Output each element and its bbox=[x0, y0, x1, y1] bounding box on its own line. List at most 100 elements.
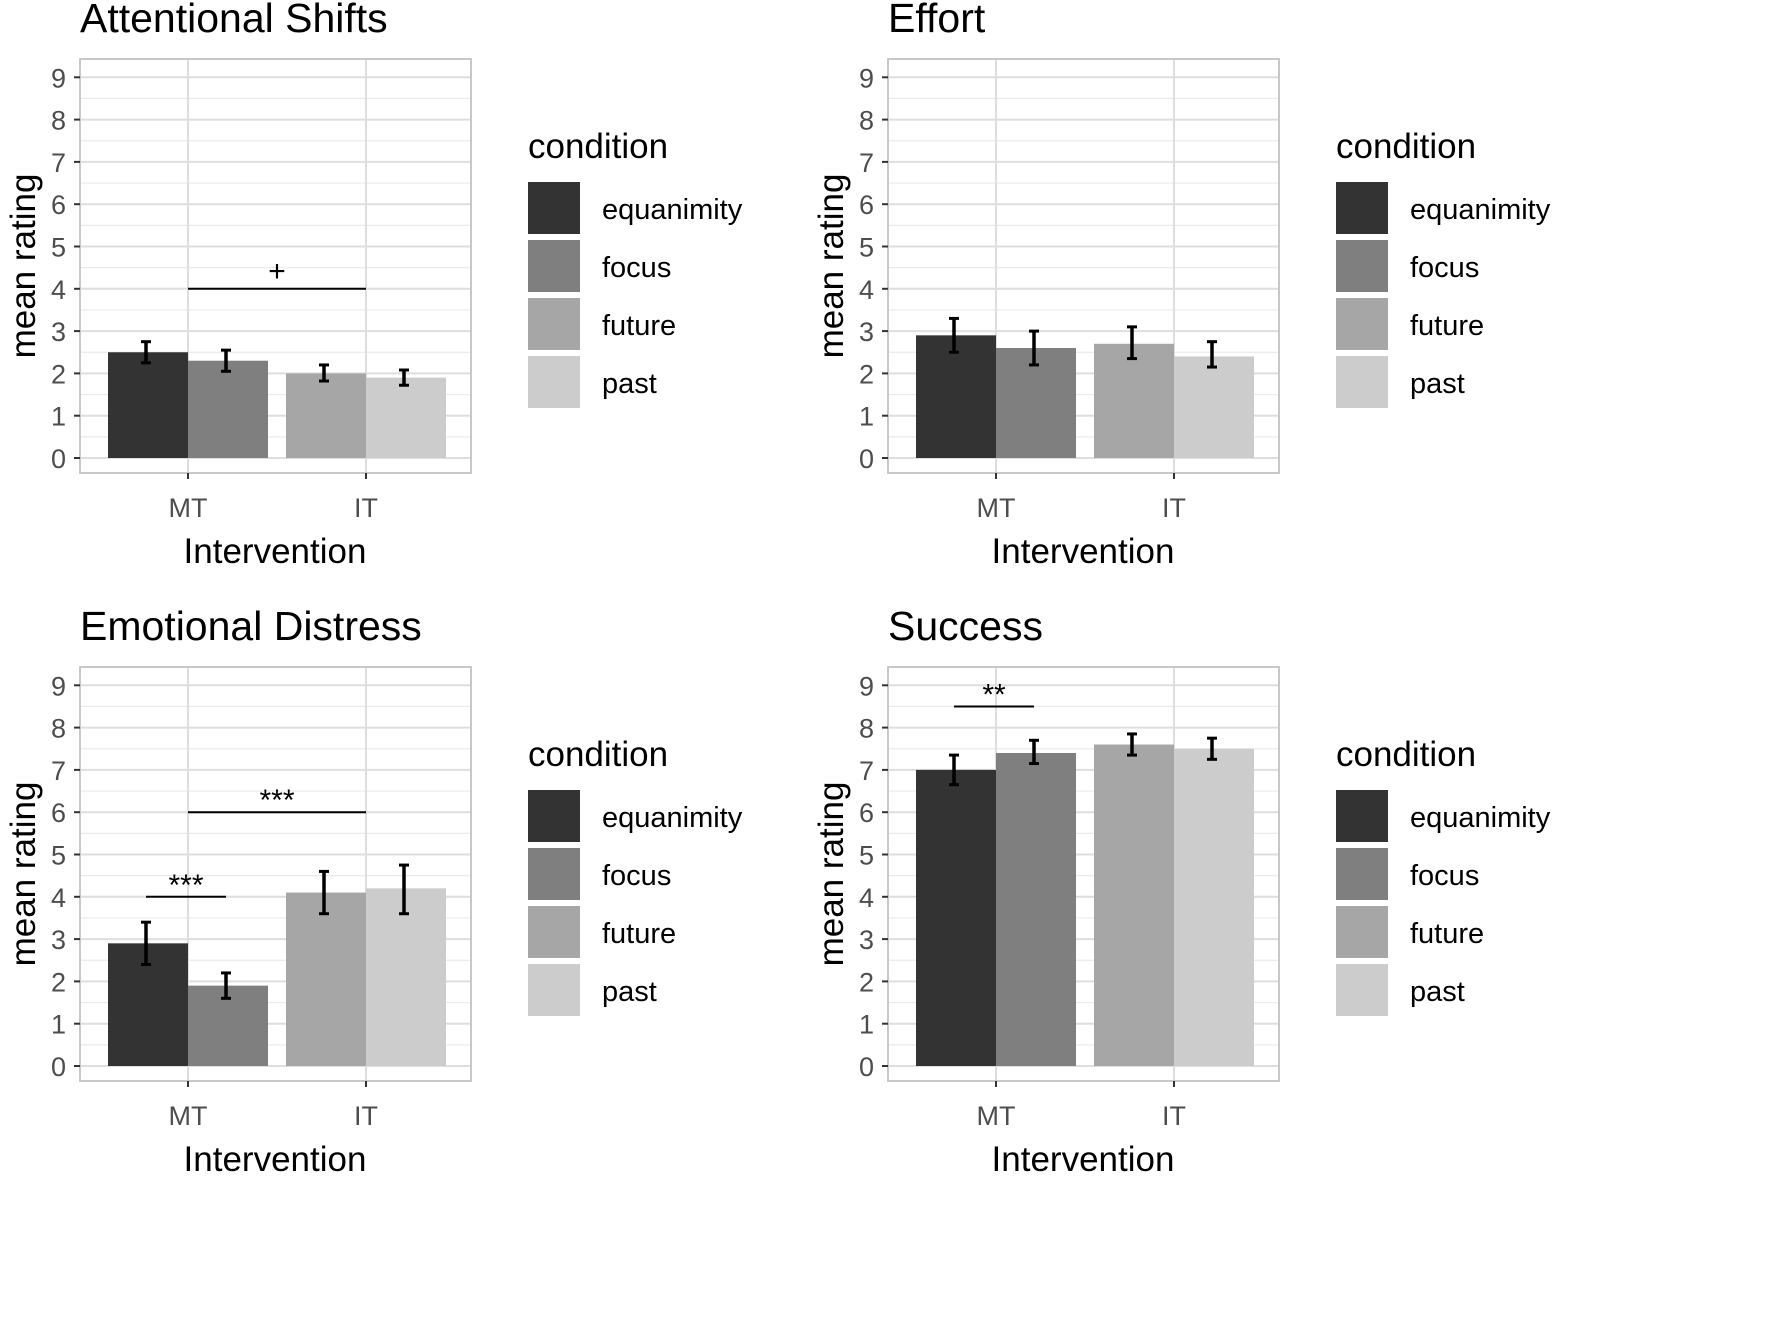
bar-equanimity bbox=[916, 335, 996, 458]
chart-panel: Attentional Shifts +0 1 2 3 4 5 6 7 8 9 MT IT Interve… bbox=[4, 0, 743, 571]
legend-title: condition bbox=[528, 127, 668, 166]
legend-key-focus bbox=[528, 848, 580, 900]
y-tick-label: 9 bbox=[51, 63, 66, 93]
significance-label: ** bbox=[982, 678, 1006, 711]
y-tick-label: 3 bbox=[859, 925, 874, 955]
chart-title: Effort bbox=[888, 0, 986, 41]
chart-title: Emotional Distress bbox=[80, 603, 422, 649]
y-tick-label: 5 bbox=[51, 233, 66, 263]
x-tick-label: MT bbox=[169, 1101, 208, 1131]
y-axis-title: mean rating bbox=[4, 782, 43, 967]
legend-key-focus bbox=[1336, 240, 1388, 292]
legend-label-past: past bbox=[602, 976, 657, 1008]
x-axis-title: Intervention bbox=[992, 1140, 1175, 1179]
x-axis-title: Intervention bbox=[184, 1140, 367, 1179]
significance-label: + bbox=[268, 255, 286, 288]
legend-key-focus bbox=[1336, 848, 1388, 900]
legend-label-focus: focus bbox=[1410, 252, 1479, 284]
plot-border bbox=[79, 666, 472, 1082]
y-tick-label: 2 bbox=[859, 359, 874, 389]
bar-past bbox=[1174, 748, 1254, 1066]
legend-label-future: future bbox=[1410, 918, 1484, 950]
legend-key-past bbox=[528, 964, 580, 1016]
legend-key-future bbox=[1336, 298, 1388, 350]
y-tick-label: 7 bbox=[51, 148, 66, 178]
legend-key-future bbox=[528, 298, 580, 350]
y-tick-label: 2 bbox=[51, 359, 66, 389]
x-tick-label: IT bbox=[354, 493, 378, 523]
y-tick-label: 9 bbox=[51, 671, 66, 701]
y-tick-label: 6 bbox=[859, 798, 874, 828]
y-axis-title: mean rating bbox=[4, 174, 43, 359]
bar-past bbox=[366, 888, 446, 1066]
y-tick-label: 7 bbox=[859, 756, 874, 786]
x-axis-title: Intervention bbox=[184, 532, 367, 571]
y-tick-label: 2 bbox=[51, 967, 66, 997]
y-tick-label: 5 bbox=[859, 233, 874, 263]
y-tick-label: 1 bbox=[859, 1010, 874, 1040]
plot-border bbox=[79, 58, 472, 474]
bar-equanimity bbox=[108, 352, 188, 458]
y-tick-label: 2 bbox=[859, 967, 874, 997]
chart-title: Success bbox=[888, 603, 1043, 649]
legend-key-past bbox=[528, 356, 580, 408]
y-tick-label: 1 bbox=[859, 402, 874, 432]
chart-title: Attentional Shifts bbox=[80, 0, 388, 41]
bar-past bbox=[1174, 356, 1254, 458]
legend-label-focus: focus bbox=[1410, 860, 1479, 892]
y-tick-label: 6 bbox=[51, 190, 66, 220]
legend-key-focus bbox=[528, 240, 580, 292]
legend-label-focus: focus bbox=[602, 860, 671, 892]
legend-key-equanimity bbox=[1336, 182, 1388, 234]
bar-equanimity bbox=[108, 943, 188, 1066]
y-tick-label: 0 bbox=[51, 444, 66, 474]
y-tick-label: 4 bbox=[51, 275, 66, 305]
y-tick-label: 5 bbox=[51, 841, 66, 871]
y-tick-label: 0 bbox=[859, 1052, 874, 1082]
y-tick-label: 9 bbox=[859, 63, 874, 93]
legend-key-future bbox=[1336, 906, 1388, 958]
y-axis-title: mean rating bbox=[812, 782, 851, 967]
y-tick-label: 8 bbox=[51, 714, 66, 744]
bar-future bbox=[286, 892, 366, 1066]
legend-label-equanimity: equanimity bbox=[1410, 194, 1551, 226]
legend-label-past: past bbox=[1410, 368, 1465, 400]
y-tick-label: 4 bbox=[51, 883, 66, 913]
legend-key-future bbox=[528, 906, 580, 958]
legend-key-equanimity bbox=[1336, 790, 1388, 842]
significance-label: *** bbox=[259, 784, 294, 817]
y-tick-label: 7 bbox=[859, 148, 874, 178]
y-tick-label: 7 bbox=[51, 756, 66, 786]
bar-future bbox=[1094, 744, 1174, 1066]
y-tick-label: 4 bbox=[859, 275, 874, 305]
bar-future bbox=[1094, 343, 1174, 458]
y-tick-label: 0 bbox=[51, 1052, 66, 1082]
legend-label-future: future bbox=[1410, 310, 1484, 342]
y-tick-label: 8 bbox=[859, 106, 874, 136]
y-tick-label: 9 bbox=[859, 671, 874, 701]
plot-border bbox=[887, 58, 1280, 474]
legend-label-equanimity: equanimity bbox=[602, 802, 743, 834]
plot-border bbox=[887, 666, 1280, 1082]
legend-label-past: past bbox=[602, 368, 657, 400]
y-tick-label: 6 bbox=[859, 190, 874, 220]
y-tick-label: 0 bbox=[859, 444, 874, 474]
y-axis-title: mean rating bbox=[812, 174, 851, 359]
y-tick-label: 3 bbox=[51, 317, 66, 347]
y-tick-label: 1 bbox=[51, 402, 66, 432]
y-tick-label: 5 bbox=[859, 841, 874, 871]
legend-key-past bbox=[1336, 964, 1388, 1016]
y-tick-label: 3 bbox=[51, 925, 66, 955]
chart-panel: Emotional Distress *** *** 0 1 2 3 4 5 6 7 8 9 MT IT In… bbox=[4, 603, 743, 1179]
legend-title: condition bbox=[1336, 735, 1476, 774]
legend-label-future: future bbox=[602, 310, 676, 342]
legend-label-focus: focus bbox=[602, 252, 671, 284]
significance-label: *** bbox=[168, 869, 203, 902]
legend-label-future: future bbox=[602, 918, 676, 950]
x-tick-label: MT bbox=[977, 1101, 1016, 1131]
y-tick-label: 6 bbox=[51, 798, 66, 828]
legend-key-equanimity bbox=[528, 182, 580, 234]
bar-equanimity bbox=[916, 769, 996, 1066]
legend-key-equanimity bbox=[528, 790, 580, 842]
